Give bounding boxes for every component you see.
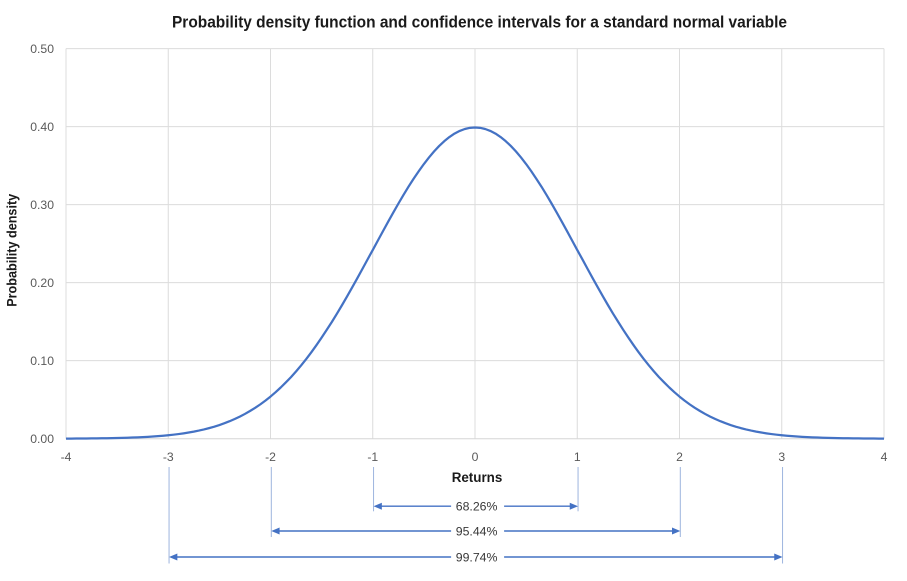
svg-text:0.00: 0.00 — [30, 432, 54, 446]
svg-text:Probability density: Probability density — [4, 193, 19, 307]
svg-text:Probability density function a: Probability density function and confide… — [172, 13, 787, 32]
svg-text:0.20: 0.20 — [30, 276, 54, 290]
svg-text:0.40: 0.40 — [30, 120, 54, 134]
svg-text:-1: -1 — [367, 450, 378, 464]
svg-text:68.26%: 68.26% — [456, 500, 498, 514]
svg-text:3: 3 — [778, 450, 785, 464]
svg-text:Returns: Returns — [452, 470, 503, 485]
svg-text:0: 0 — [472, 450, 479, 464]
svg-text:0.30: 0.30 — [30, 198, 54, 212]
svg-text:4: 4 — [881, 450, 888, 464]
svg-text:95.44%: 95.44% — [456, 525, 498, 539]
svg-text:1: 1 — [574, 450, 581, 464]
svg-text:-3: -3 — [163, 450, 174, 464]
svg-text:0.10: 0.10 — [30, 354, 54, 368]
svg-text:-4: -4 — [61, 450, 72, 464]
svg-text:-2: -2 — [265, 450, 276, 464]
svg-text:0.50: 0.50 — [30, 42, 54, 56]
svg-text:2: 2 — [676, 450, 683, 464]
svg-text:99.74%: 99.74% — [456, 551, 498, 565]
